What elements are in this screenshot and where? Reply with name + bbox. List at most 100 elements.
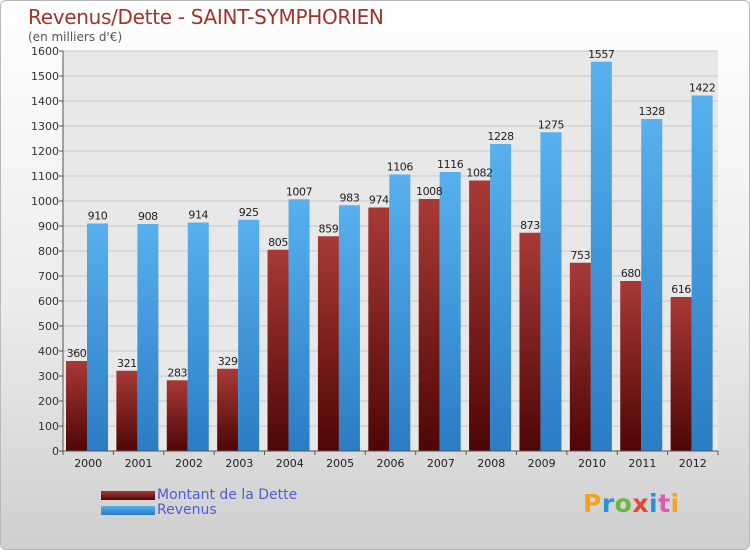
bar-revenus [338, 205, 360, 451]
y-tick-label: 900 [38, 220, 59, 233]
bar-revenus [490, 144, 512, 451]
x-tick-label: 2011 [628, 457, 656, 470]
bar-revenus [691, 95, 713, 451]
y-tick-label: 400 [38, 345, 59, 358]
y-tick-label: 800 [38, 245, 59, 258]
y-tick-label: 1300 [31, 120, 59, 133]
data-label-dette: 859 [319, 222, 339, 235]
y-tick-label: 1500 [31, 70, 59, 83]
x-tick-label: 2001 [125, 457, 153, 470]
y-tick-label: 1000 [31, 195, 59, 208]
data-label-revenus: 1275 [538, 118, 565, 131]
bar-dette [620, 281, 642, 451]
bar-dette [66, 361, 87, 451]
bar-dette [519, 232, 541, 451]
y-tick-label: 1400 [31, 95, 59, 108]
data-label-dette: 805 [268, 236, 288, 249]
data-label-dette: 974 [369, 194, 389, 207]
data-label-revenus: 1106 [387, 161, 414, 174]
chart-subtitle: (en milliers d'€) [28, 30, 123, 44]
x-tick-label: 2009 [528, 457, 556, 470]
bar-revenus [540, 132, 562, 451]
data-label-revenus: 1007 [286, 185, 313, 198]
legend-swatch-dette [101, 491, 155, 500]
bar-dette [116, 370, 138, 451]
proxiti-logo: Proxiti [583, 489, 680, 518]
x-tick-label: 2002 [175, 457, 203, 470]
bar-dette [368, 207, 390, 451]
bar-dette [569, 262, 591, 451]
data-label-dette: 1008 [416, 185, 443, 198]
y-tick-label: 100 [38, 420, 59, 433]
chart-title: Revenus/Dette - SAINT-SYMPHORIEN [28, 5, 384, 29]
x-tick-label: 2012 [679, 457, 707, 470]
bar-revenus [389, 174, 411, 451]
bar-revenus [439, 172, 461, 451]
bar-revenus [590, 61, 612, 451]
data-label-dette: 616 [671, 283, 691, 296]
data-label-dette: 873 [520, 219, 540, 232]
data-label-dette: 1082 [466, 167, 492, 180]
data-label-revenus: 1557 [588, 48, 615, 61]
bar-revenus [187, 222, 209, 451]
bar-chart: 0 100 200 300 400 500 600 700 800 900 1000 1100 1200… [31, 45, 719, 470]
bar-revenus [238, 219, 260, 451]
x-tick-label: 2006 [377, 457, 405, 470]
data-label-dette: 680 [621, 267, 641, 280]
y-tick-label: 0 [52, 445, 59, 458]
bar-dette [317, 236, 339, 451]
bar-revenus [288, 199, 310, 451]
logo-letter: o [614, 489, 633, 518]
logo-letter: i [670, 489, 680, 518]
data-label-revenus: 1328 [639, 105, 666, 118]
bar-dette [217, 368, 239, 451]
data-label-revenus: 1116 [437, 158, 464, 171]
y-tick-label: 1100 [31, 170, 59, 183]
data-label-revenus: 983 [340, 191, 360, 204]
y-tick-label: 200 [38, 395, 59, 408]
y-axis-ticks: 0 100 200 300 400 500 600 700 800 900 1000 1100 1200… [31, 45, 63, 458]
data-label-dette: 321 [117, 357, 137, 370]
y-tick-label: 300 [38, 370, 59, 383]
bar-dette [267, 249, 289, 451]
bar-revenus [87, 223, 108, 451]
logo-letter: r [601, 489, 615, 518]
logo-letter: t [658, 489, 671, 518]
logo-letter: i [649, 489, 659, 518]
data-label-dette: 360 [67, 347, 87, 360]
data-label-revenus: 1228 [487, 130, 514, 143]
bar-revenus [137, 224, 159, 451]
logo-letter: P [583, 489, 602, 518]
data-label-dette: 329 [218, 355, 238, 368]
y-tick-label: 500 [38, 320, 59, 333]
y-tick-label: 600 [38, 295, 59, 308]
x-tick-label: 2010 [578, 457, 606, 470]
data-label-revenus: 908 [138, 210, 158, 223]
x-tick-label: 2000 [74, 457, 102, 470]
logo-letter: x [632, 489, 649, 518]
x-tick-label: 2005 [326, 457, 354, 470]
x-tick-label: 2004 [276, 457, 304, 470]
bar-revenus [641, 119, 663, 451]
y-tick-label: 1600 [31, 45, 59, 58]
bar-dette [418, 199, 440, 451]
x-axis-ticks: 2000 2001 2002 2003 2004 2005 2006 2007 2008 2009… [62, 451, 719, 470]
data-label-revenus: 910 [88, 210, 108, 223]
data-label-revenus: 1422 [689, 82, 715, 95]
x-tick-label: 2008 [477, 457, 505, 470]
data-label-revenus: 925 [239, 206, 259, 219]
y-tick-label: 1200 [31, 145, 59, 158]
legend-swatch-revenus [101, 506, 155, 515]
x-tick-label: 2007 [427, 457, 455, 470]
legend-label-revenus: Revenus [157, 502, 217, 518]
y-tick-label: 700 [38, 270, 59, 283]
bar-dette [166, 380, 188, 451]
legend-label-dette: Montant de la Dette [157, 487, 298, 503]
bar-dette [469, 180, 491, 451]
data-labels: 360 910 321 908 283 914 329 925 805 1007 859 983 974… [67, 48, 716, 380]
data-label-dette: 753 [570, 249, 590, 262]
bar-dette [670, 297, 692, 451]
x-tick-label: 2003 [225, 457, 253, 470]
data-label-dette: 283 [167, 366, 187, 379]
